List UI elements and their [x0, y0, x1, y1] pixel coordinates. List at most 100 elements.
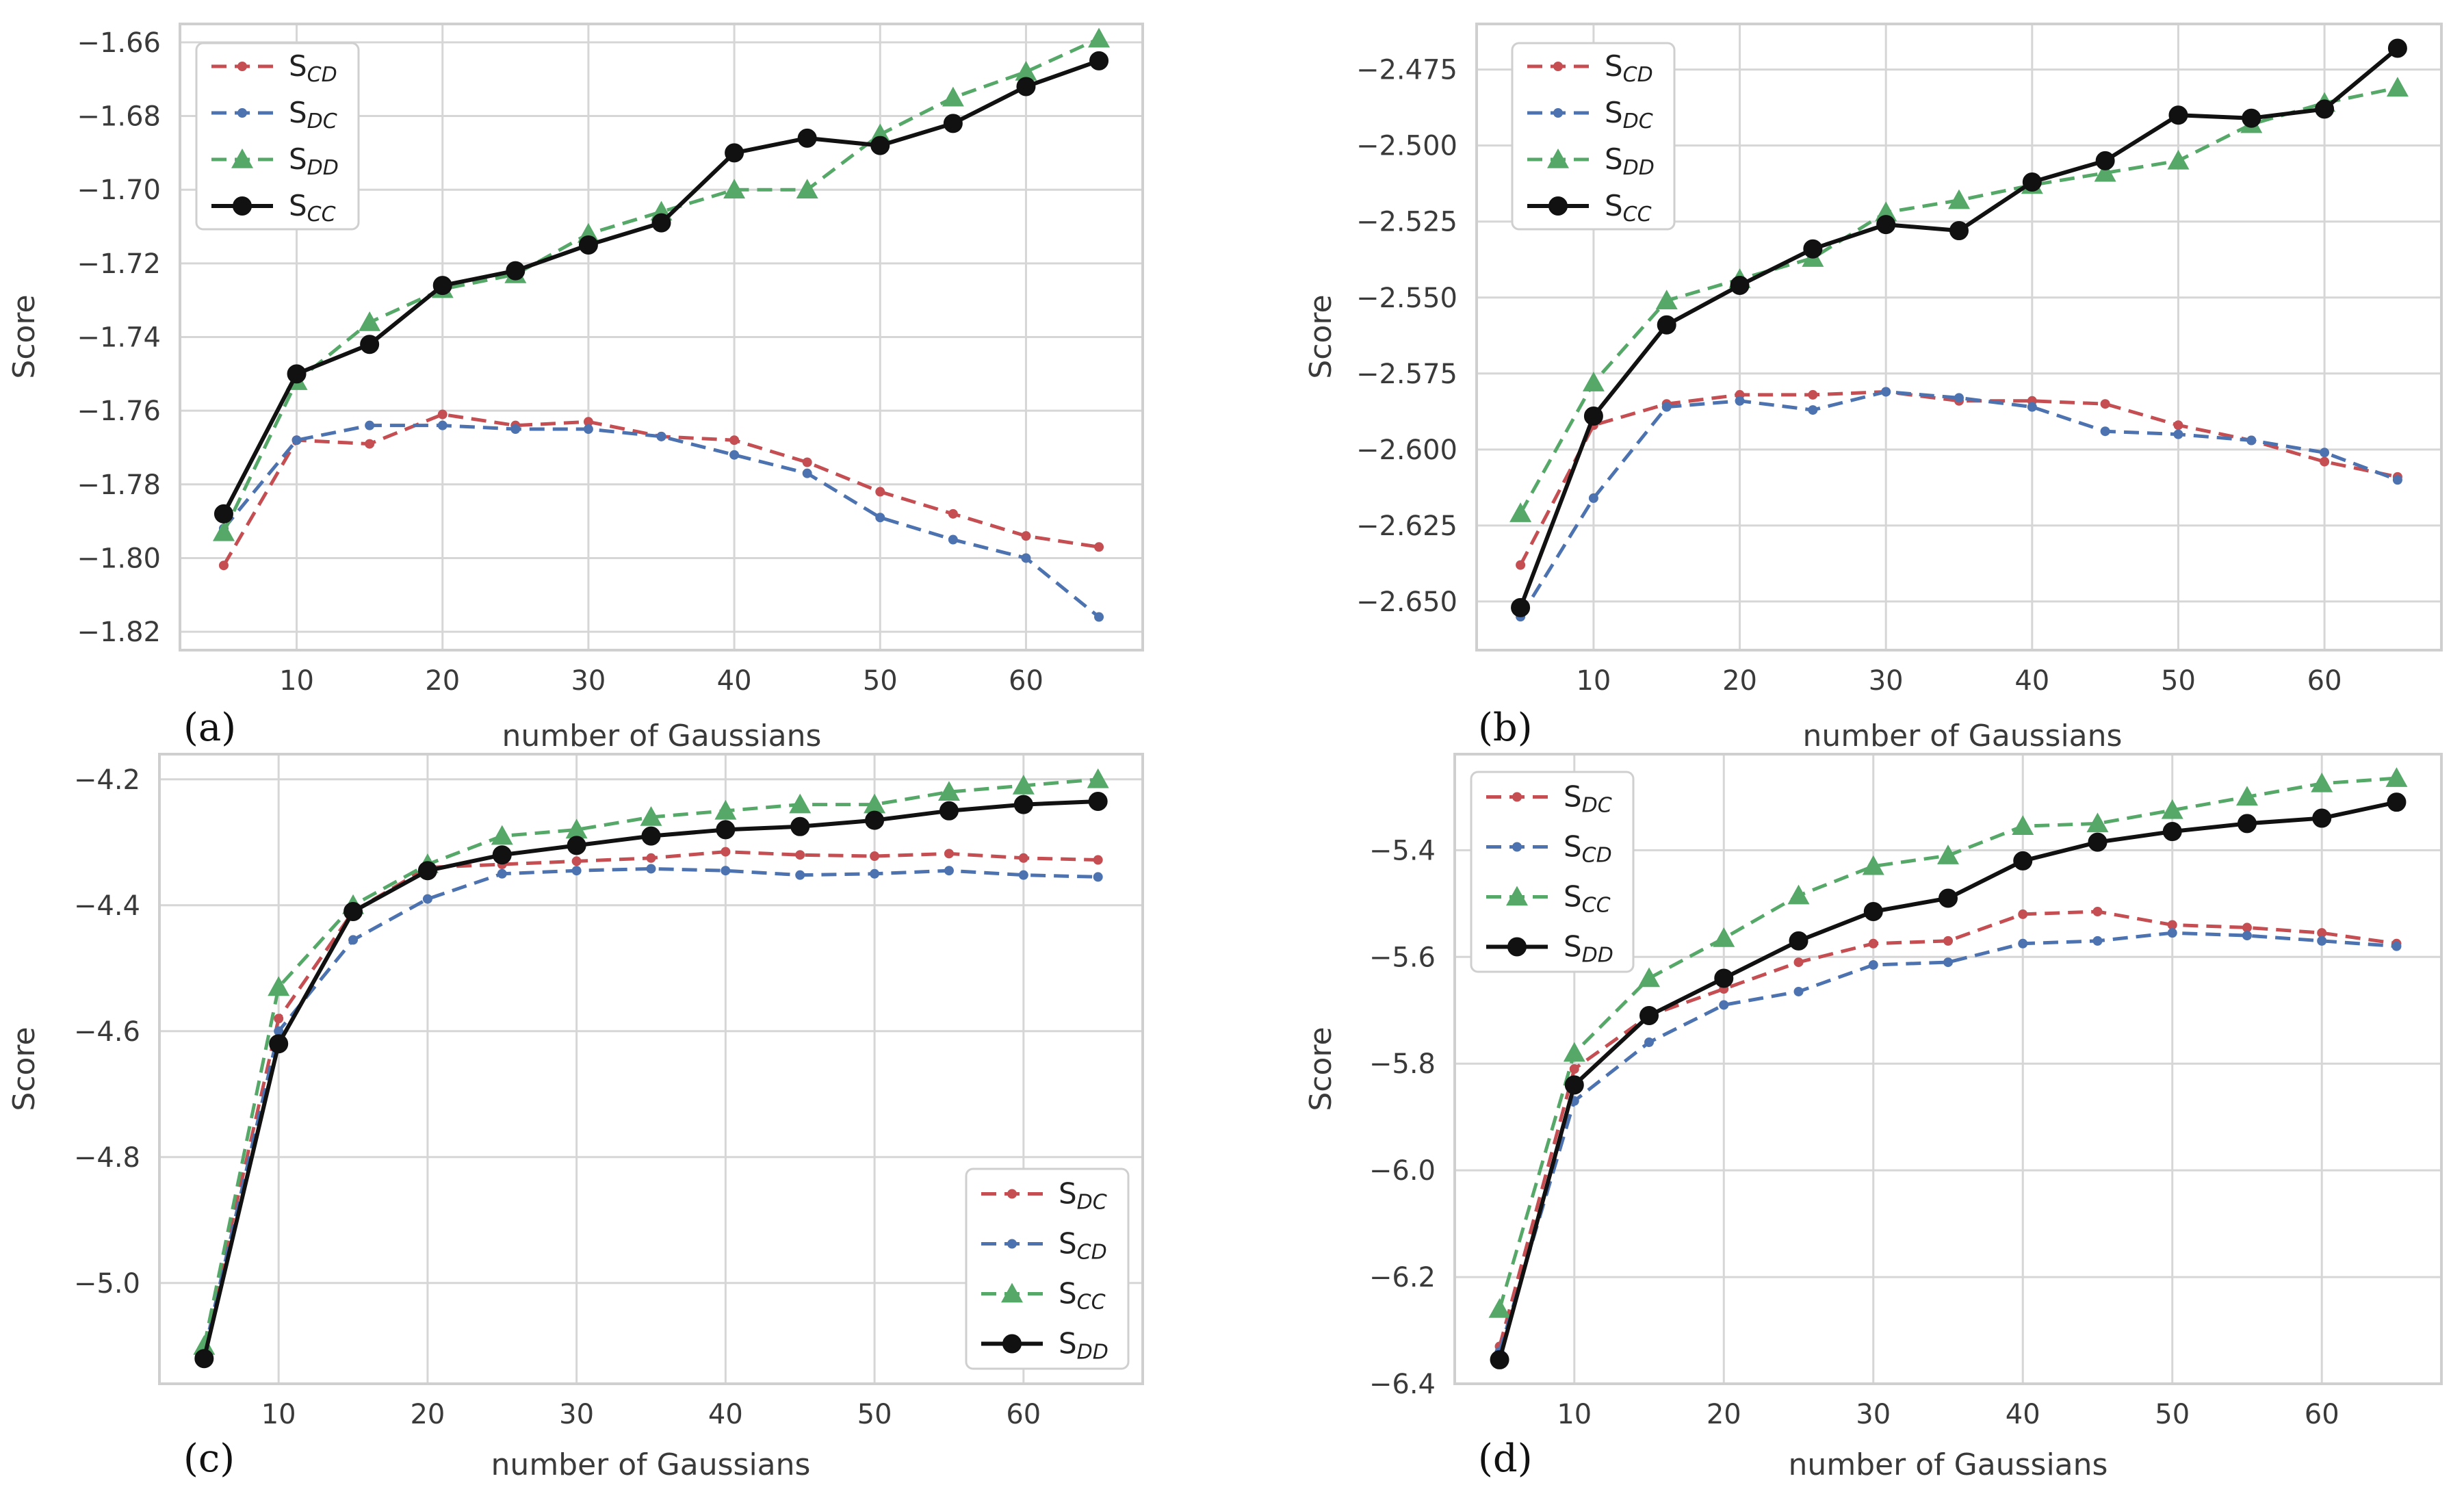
legend-marker: [1001, 1282, 1023, 1303]
x-tick-label: 20: [410, 1399, 445, 1430]
x-axis-label: number of Gaussians: [491, 1447, 811, 1482]
data-point: [2168, 105, 2188, 125]
data-point: [939, 801, 959, 821]
y-tick-label: −1.76: [77, 396, 161, 427]
series-SCD: [1494, 928, 2402, 1357]
x-tick-label: 20: [425, 665, 460, 697]
data-point: [2387, 38, 2407, 58]
x-tick-label: 60: [2305, 1399, 2339, 1430]
legend-box: [1511, 42, 1676, 231]
legend-entry: SCC: [1059, 1277, 1106, 1315]
data-point: [2320, 456, 2330, 467]
data-point: [359, 311, 381, 331]
data-point: [870, 851, 880, 862]
data-point: [870, 136, 890, 155]
y-tick-label: −2.525: [1356, 207, 1457, 238]
y-tick-label: −1.68: [77, 101, 161, 133]
x-axis-label: number of Gaussians: [1789, 1447, 2108, 1482]
legend: SCD SDC SDD SCC: [1511, 42, 1676, 231]
data-point: [571, 856, 582, 866]
data-point: [1569, 1064, 1579, 1074]
data-point: [437, 409, 448, 420]
legend-entry: SDD: [1564, 930, 1613, 968]
y-tick-label: −2.550: [1356, 283, 1457, 314]
data-point: [948, 534, 958, 545]
data-point: [2100, 399, 2110, 409]
chart-panel-4: 10 20 30 40 50 60 −6.4 −6.2 −6.0 −5.8 −5.6 −5.4 numb…: [1304, 753, 2443, 1482]
data-point: [291, 435, 302, 446]
data-point: [1793, 957, 1804, 968]
data-point: [1093, 872, 1103, 882]
data-point: [365, 439, 375, 449]
data-point: [2095, 151, 2115, 170]
data-point: [2246, 435, 2257, 446]
data-point: [2092, 907, 2103, 916]
data-point: [1509, 502, 1532, 522]
data-point: [417, 861, 437, 881]
data-point: [640, 806, 662, 826]
legend-marker: [1512, 842, 1522, 852]
data-point: [2088, 832, 2108, 852]
data-point: [1730, 275, 1750, 295]
y-tick-label: −1.66: [77, 27, 161, 59]
plot-frame: [179, 23, 1144, 652]
x-tick-label: 20: [1707, 1399, 1741, 1430]
y-tick-label: −1.80: [77, 543, 161, 574]
legend-entry: SDC: [1059, 1177, 1107, 1215]
x-tick-label: 20: [1722, 665, 1757, 697]
y-axis-label: Score: [1304, 1027, 1338, 1111]
data-point: [218, 560, 229, 571]
y-tick-label: −2.650: [1356, 586, 1457, 618]
data-point: [1511, 597, 1531, 617]
legend-marker: [1007, 1239, 1017, 1249]
x-tick-label: 60: [1009, 665, 1043, 697]
data-point: [1488, 1298, 1511, 1318]
x-tick-label: 50: [2155, 1399, 2190, 1430]
legend-marker: [237, 108, 247, 118]
data-point: [2092, 936, 2103, 946]
legend-entry: SCC: [289, 189, 336, 227]
chart-panel-1: 10 20 30 40 50 60 −1.82 −1.80 −1.78 −1.76 −1.74 −1.…: [7, 23, 1144, 753]
data-point: [2385, 767, 2408, 787]
data-point: [1735, 396, 1745, 406]
data-point: [729, 435, 740, 446]
data-point: [875, 487, 885, 497]
data-point: [1875, 201, 1897, 222]
data-point: [2235, 786, 2258, 806]
data-point: [360, 335, 380, 354]
panel-letter: (c): [183, 1436, 235, 1481]
data-point: [1021, 553, 1031, 563]
legend-marker: [1548, 196, 1568, 216]
y-tick-label: −5.0: [74, 1268, 140, 1300]
data-point: [1583, 406, 1603, 426]
y-tick-label: −2.600: [1356, 435, 1457, 466]
data-point: [1015, 60, 1037, 81]
data-point: [2311, 772, 2333, 792]
chart-panel-2: 10 20 30 40 50 60 −2.650 −2.625 −2.600 −2.575 −2.5…: [1304, 23, 2443, 753]
data-point: [729, 450, 740, 460]
data-point: [1088, 792, 1108, 811]
x-tick-label: 10: [1576, 665, 1611, 697]
legend-marker: [237, 62, 247, 71]
x-tick-label: 30: [571, 665, 606, 697]
data-point: [1089, 51, 1109, 70]
data-point: [571, 866, 582, 876]
data-point: [725, 143, 744, 163]
data-point: [2312, 808, 2332, 828]
y-tick-label: −4.8: [74, 1142, 140, 1174]
data-point: [1094, 612, 1104, 622]
x-tick-label: 50: [2161, 665, 2196, 697]
data-point: [506, 261, 526, 281]
legend-entry: SCD: [1564, 830, 1612, 868]
data-point: [2018, 909, 2028, 919]
data-point: [2391, 941, 2402, 951]
y-axis-label: Score: [1304, 294, 1338, 378]
legend-marker: [1002, 1334, 1022, 1354]
data-point: [2167, 928, 2177, 938]
legend-entry: SCC: [1564, 880, 1611, 918]
data-point: [1803, 239, 1823, 259]
data-point: [1868, 959, 1878, 970]
x-tick-label: 40: [2014, 665, 2049, 697]
x-tick-label: 50: [857, 1399, 892, 1430]
data-point: [646, 853, 656, 863]
